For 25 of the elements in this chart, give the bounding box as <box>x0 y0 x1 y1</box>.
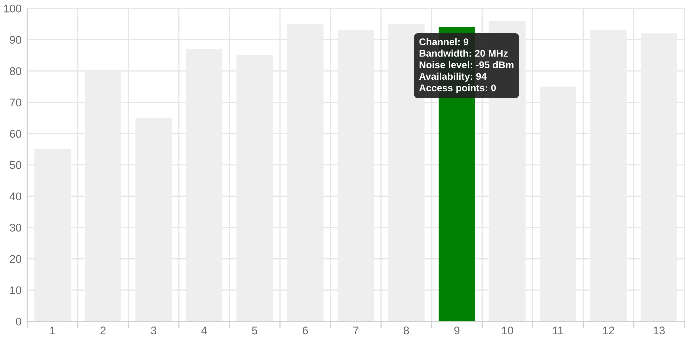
x-tick-label: 1 <box>50 326 56 335</box>
y-tick-label: 10 <box>10 286 22 294</box>
y-tick-label: 80 <box>10 67 22 76</box>
y-tick-label: 60 <box>10 130 22 138</box>
x-tick-label: 2 <box>100 326 106 335</box>
y-tick-label: 70 <box>10 98 22 107</box>
y-tick-label: 50 <box>10 161 22 170</box>
x-tick-label: 5 <box>252 326 258 335</box>
y-tick-label: 100 <box>4 4 22 13</box>
y-tick-label: 30 <box>10 224 22 232</box>
y-tick-label: 90 <box>10 36 22 44</box>
x-tick-label: 3 <box>151 326 156 335</box>
x-tick-label: 6 <box>302 326 308 335</box>
y-tick-label: 40 <box>10 192 22 201</box>
x-tick-label: 11 <box>553 326 564 335</box>
annotation: Channel: 9 Bandwidth: 20 MHz Noise level: -95 dBm Availability: 94 Access points: 0 <box>419 38 514 94</box>
x-tick-label: 9 <box>454 326 460 335</box>
x-tick-label: 8 <box>404 326 410 335</box>
x-tick-label: 7 <box>354 326 359 335</box>
x-tick-label: 12 <box>603 326 614 335</box>
y-tick-label: 0 <box>16 318 22 326</box>
x-tick-label: 10 <box>502 326 514 335</box>
x-tick-label: 4 <box>202 326 208 335</box>
x-tick-label: 13 <box>654 326 665 335</box>
y-tick-label: 20 <box>10 255 22 264</box>
